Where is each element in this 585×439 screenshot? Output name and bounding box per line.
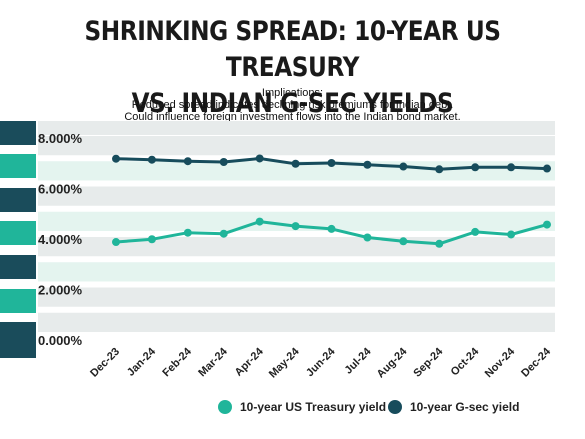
grid-band	[38, 211, 555, 231]
data-point	[399, 162, 408, 171]
x-tick-label: Jun-24	[304, 345, 338, 379]
side-decoration-block	[0, 289, 36, 313]
y-tick-label: 8.000%	[38, 131, 83, 146]
data-point	[219, 229, 228, 238]
data-point	[363, 233, 372, 242]
data-point	[507, 230, 516, 239]
x-tick-label: Oct-24	[449, 345, 482, 378]
y-tick-label: 0.000%	[38, 333, 83, 348]
grid-band	[38, 287, 555, 307]
data-point	[327, 224, 336, 233]
data-point	[363, 160, 372, 169]
data-point	[471, 163, 480, 172]
data-point	[543, 164, 551, 173]
title-line-2: VS. INDIAN G-SEC YIELDS	[131, 88, 454, 119]
x-tick-label: Aug-24	[375, 345, 410, 380]
data-point	[435, 239, 444, 248]
implications-heading: Implications:	[261, 87, 324, 99]
legend-label: 10-year G-sec yield	[410, 400, 519, 414]
data-point	[255, 217, 264, 226]
implication-line-1: Reduced spread indicates declining risk …	[131, 99, 454, 111]
data-point	[255, 154, 264, 163]
data-point	[183, 157, 192, 166]
side-decoration-block	[0, 221, 36, 245]
y-tick-label: 6.000%	[38, 182, 83, 197]
data-point	[147, 155, 156, 164]
x-tick-label: Apr-24	[233, 345, 267, 379]
grid-band	[38, 136, 555, 156]
data-point	[112, 154, 120, 163]
y-tick-label: 2.000%	[38, 283, 83, 298]
data-point	[543, 220, 551, 229]
x-tick-label: Jul-24	[343, 345, 375, 377]
data-point	[435, 165, 444, 174]
implication-line-2: Could influence foreign investment flows…	[124, 111, 461, 123]
side-decoration-block	[0, 255, 36, 279]
side-decoration-block	[0, 154, 36, 178]
side-decoration-block	[0, 121, 36, 145]
data-point	[507, 163, 516, 172]
legend-label: 10-year US Treasury yield	[240, 400, 386, 414]
data-point	[147, 235, 156, 244]
grid-band	[38, 262, 555, 282]
x-tick-label: Dec-23	[88, 346, 122, 380]
side-decoration-block	[0, 188, 36, 212]
x-tick-label: Dec-24	[519, 345, 554, 380]
grid-band	[38, 312, 555, 332]
x-tick-label: Mar-24	[196, 345, 230, 379]
grid-band	[38, 161, 555, 181]
legend-marker	[218, 400, 232, 414]
grid-band	[38, 121, 555, 135]
x-tick-label: Feb-24	[160, 345, 194, 379]
legend-marker	[388, 400, 402, 414]
y-tick-label: 4.000%	[38, 232, 83, 247]
data-point	[471, 227, 480, 236]
data-point	[112, 238, 120, 247]
side-decoration-block	[0, 322, 36, 358]
grid-band	[38, 186, 555, 206]
x-tick-label: Jan-24	[125, 345, 159, 379]
data-point	[291, 222, 300, 231]
x-tick-label: Nov-24	[483, 345, 518, 380]
data-point	[327, 158, 336, 167]
data-point	[219, 157, 228, 166]
title-line-1: SHRINKING SPREAD: 10-YEAR US TREASURY	[84, 16, 501, 83]
x-tick-label: May-24	[267, 345, 302, 380]
data-point	[291, 159, 300, 168]
data-point	[399, 237, 408, 246]
data-point	[183, 228, 192, 237]
x-tick-label: Sep-24	[411, 345, 446, 380]
chart-title: SHRINKING SPREAD: 10-YEAR US TREASURY VS…	[41, 14, 544, 122]
implications-block: Implications: Reduced spread indicates d…	[0, 87, 585, 123]
